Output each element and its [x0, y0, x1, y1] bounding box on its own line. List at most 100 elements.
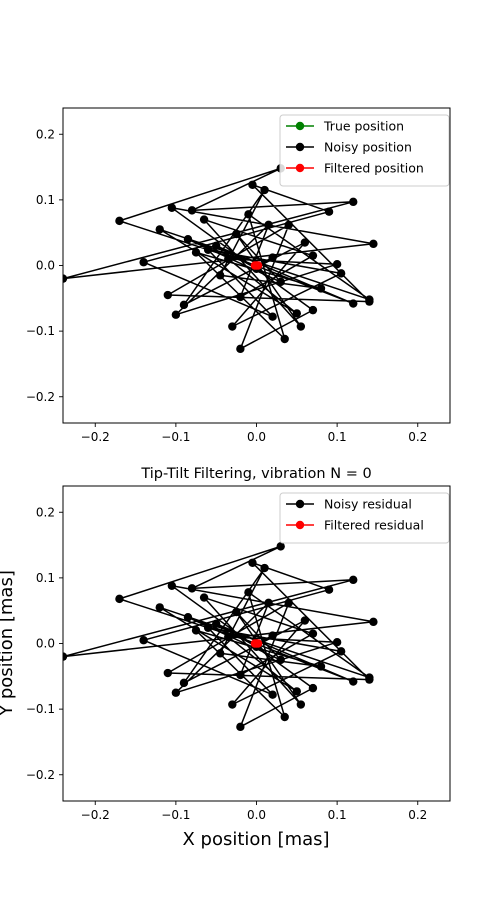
data-point: [316, 284, 326, 293]
data-point: [280, 712, 289, 722]
data-point: [253, 639, 263, 648]
legend: True position Noisy position Filtered posi…: [279, 114, 450, 187]
data-point: [276, 277, 285, 287]
data-point: [284, 220, 293, 230]
data-point: [264, 598, 273, 608]
data-point: [308, 683, 318, 693]
legend-marker: [295, 121, 305, 131]
data-point: [268, 690, 277, 699]
data-point: [316, 662, 326, 671]
y-tick-label: −0.2: [26, 390, 55, 404]
data-point: [191, 248, 201, 257]
series-noisy-residual: [63, 542, 378, 732]
data-point: [232, 607, 241, 617]
subplot-bottom: Tip-Tilt Filtering, vibration N = 0 −0.2 −…: [26, 466, 451, 822]
data-point: [276, 542, 285, 551]
data-point: [216, 271, 225, 280]
data-point: [187, 584, 197, 593]
data-point: [292, 309, 302, 318]
data-point: [171, 688, 181, 697]
data-point: [167, 581, 177, 590]
legend-box: [279, 114, 450, 187]
x-tick-label: −0.2: [81, 808, 110, 822]
data-point: [268, 631, 277, 640]
plot-area: [63, 542, 378, 732]
data-point: [167, 203, 177, 212]
y-tick-label: 0.2: [36, 127, 55, 141]
data-point: [332, 637, 342, 647]
data-point: [296, 322, 306, 331]
data-point: [216, 649, 225, 658]
y-tick-label: 0.2: [36, 505, 55, 519]
axes-frame: [62, 485, 451, 802]
data-point: [163, 668, 173, 678]
data-point: [260, 185, 269, 195]
data-point: [365, 295, 374, 304]
data-point: [236, 722, 245, 732]
y-tick-label: −0.1: [26, 702, 55, 716]
data-point: [349, 575, 358, 585]
y-tick-label: 0.1: [36, 193, 55, 207]
data-point: [300, 238, 310, 247]
legend: Noisy residual Filtered residual: [279, 492, 450, 544]
y-tick-label: −0.1: [26, 324, 55, 338]
x-tick-label: 0.1: [328, 430, 347, 444]
x-axis-label: X position [mas]: [182, 829, 329, 850]
legend-marker: [295, 142, 305, 152]
data-point: [268, 253, 277, 262]
data-point: [336, 647, 346, 656]
x-tick-label: 0.0: [247, 808, 266, 822]
data-point: [332, 259, 342, 269]
legend-label: Noisy residual: [324, 497, 412, 512]
legend-label: Filtered residual: [324, 518, 424, 533]
data-point: [236, 344, 245, 354]
data-point: [308, 305, 318, 315]
x-tick-label: 0.1: [328, 808, 347, 822]
data-point: [260, 563, 269, 573]
data-point: [308, 251, 318, 260]
data-point: [63, 274, 68, 283]
data-point: [183, 235, 193, 244]
y-tick-label: 0.1: [36, 571, 55, 585]
x-tick-label: −0.2: [81, 430, 110, 444]
data-point: [336, 269, 346, 278]
chart-title: Tip-Tilt Filtering, vibration N = 0: [140, 466, 371, 482]
data-point: [324, 207, 334, 216]
legend-marker: [295, 163, 305, 173]
legend-label: True position: [323, 119, 404, 134]
data-point: [228, 700, 237, 709]
data-point: [296, 700, 306, 709]
series-line: [63, 167, 375, 350]
data-point: [115, 594, 124, 604]
axes-frame: [62, 107, 451, 424]
data-point: [232, 229, 241, 239]
data-point: [179, 678, 189, 688]
data-point: [268, 312, 277, 321]
data-point: [179, 300, 189, 310]
data-point: [349, 197, 358, 207]
legend-box: [279, 492, 450, 544]
x-tick-label: −0.1: [161, 808, 190, 822]
data-point: [203, 623, 213, 632]
data-point: [203, 245, 213, 254]
data-point: [211, 619, 221, 629]
data-point: [163, 290, 173, 300]
data-point: [365, 673, 374, 682]
data-point: [191, 626, 201, 635]
data-point: [236, 292, 245, 302]
x-tick-label: −0.1: [161, 430, 190, 444]
y-tick-label: −0.2: [26, 768, 55, 782]
legend-item: Noisy position: [286, 140, 412, 155]
data-point: [349, 677, 358, 686]
data-point: [139, 636, 148, 645]
data-point: [253, 261, 263, 270]
legend-item: Filtered position: [286, 161, 424, 176]
legend-marker: [295, 520, 305, 530]
series-filtered-position: [250, 261, 263, 270]
data-point: [115, 216, 124, 226]
data-point: [199, 593, 209, 602]
subplot-top: −0.2 −0.2 −0.1 −0.1 0.0 0.0 0.1 0.1 0.2 0.2 True p…: [26, 107, 451, 444]
data-point: [248, 180, 257, 189]
data-point: [228, 322, 237, 331]
